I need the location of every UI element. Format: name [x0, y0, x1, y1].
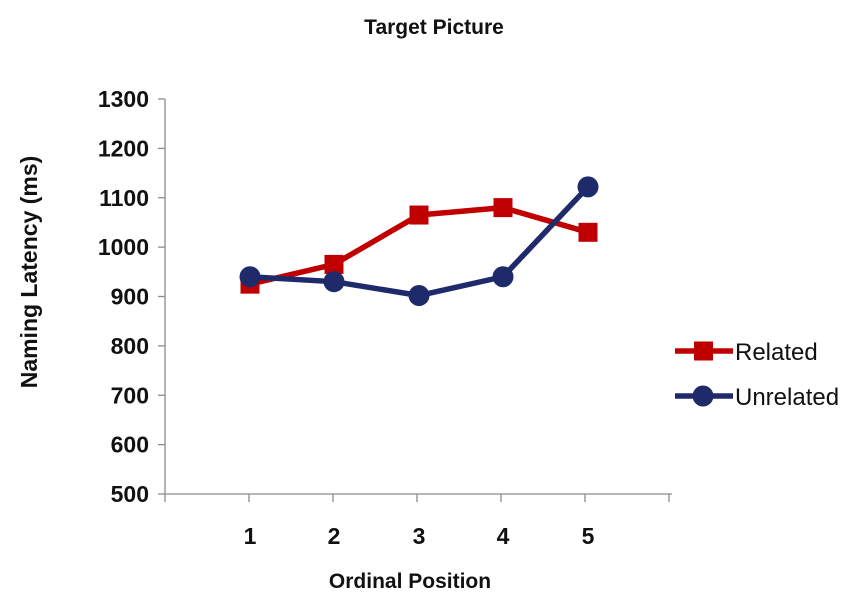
data-point-marker	[493, 198, 513, 218]
x-tick-label: 3	[413, 523, 426, 549]
legend-item-related: Related	[675, 339, 818, 366]
legend-item-unrelated: Unrelated	[675, 384, 839, 411]
series-layer	[239, 176, 599, 307]
axes: 500 600 700 800 900 1000 1100 1200 1300 1 2 3 4 5	[98, 86, 672, 549]
y-tick-label: 600	[111, 432, 149, 458]
x-tick-label: 1	[244, 523, 257, 549]
x-tick-label: 4	[497, 523, 510, 549]
y-tick-label: 1000	[98, 234, 149, 260]
data-point-marker	[324, 254, 344, 274]
data-point-marker	[578, 222, 598, 242]
series-related	[240, 198, 598, 294]
y-tick-label: 700	[111, 382, 149, 408]
y-tick-label: 1300	[98, 86, 149, 112]
data-point-marker	[577, 176, 599, 198]
y-tick-label: 900	[111, 284, 149, 310]
legend-marker	[694, 341, 713, 361]
data-point-marker	[239, 266, 261, 288]
y-axis-label: Naming Latency (ms)	[16, 156, 42, 389]
series-line	[249, 184, 590, 299]
legend-label: Unrelated	[735, 384, 839, 411]
series-unrelated	[239, 176, 599, 307]
chart-title: Target Picture	[364, 16, 504, 39]
data-point-marker	[409, 205, 429, 225]
y-tick-label: 800	[111, 333, 149, 359]
x-tick-label: 2	[328, 523, 341, 549]
data-point-marker	[408, 285, 430, 307]
data-point-marker	[323, 271, 345, 293]
x-tick-label: 5	[582, 523, 595, 549]
legend: Related Unrelated	[675, 339, 839, 411]
x-axis-label: Ordinal Position	[329, 570, 491, 593]
y-tick-label: 1200	[98, 135, 149, 161]
legend-marker	[692, 385, 714, 407]
data-point-marker	[492, 266, 514, 288]
y-tick-label: 1100	[99, 185, 149, 211]
legend-label: Related	[735, 339, 818, 366]
y-tick-label: 500	[111, 481, 149, 507]
